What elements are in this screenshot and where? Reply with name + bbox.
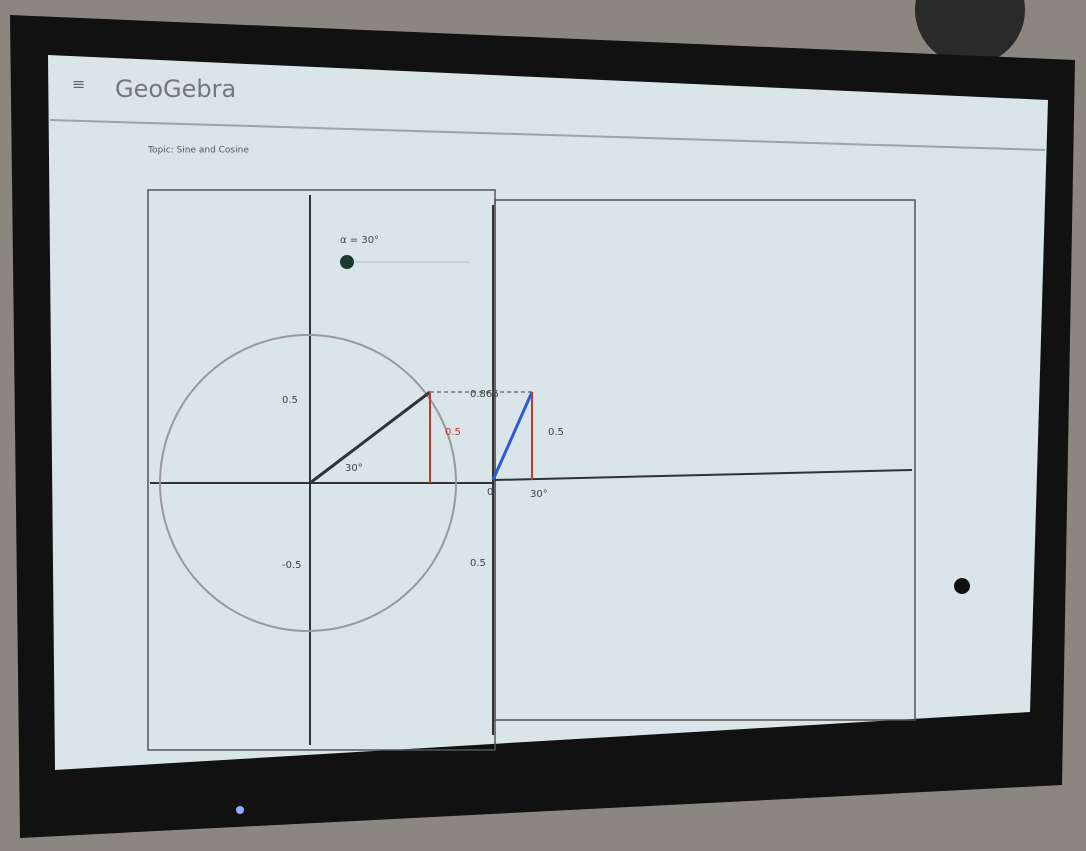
point[interactable] [954, 578, 970, 594]
page: ≡ GeoGebra Topic: Sine and Cosine α = 30… [0, 0, 1086, 851]
axis-label: 0.5 [470, 558, 486, 569]
axis-label: 30° [345, 463, 363, 474]
menu-icon[interactable]: ≡ [72, 75, 85, 94]
app-title: GeoGebra [115, 75, 236, 103]
axis-label: 0.5 [548, 427, 564, 438]
slider-point[interactable] [340, 255, 354, 269]
topic: Topic: Sine and Cosine [147, 146, 249, 156]
axis-label: 0 [487, 487, 493, 498]
axis-label: 0.5 [282, 395, 298, 406]
slider-label: α = 30° [340, 235, 379, 246]
axis-label: 0.866 [470, 389, 499, 400]
power-led [236, 806, 244, 814]
photo: ≡ GeoGebra Topic: Sine and Cosine α = 30… [0, 0, 1086, 851]
screen [48, 55, 1048, 770]
axis-label: 0.5 [445, 427, 461, 438]
axis-label: -0.5 [282, 560, 302, 571]
axis-label: 30° [530, 489, 548, 500]
